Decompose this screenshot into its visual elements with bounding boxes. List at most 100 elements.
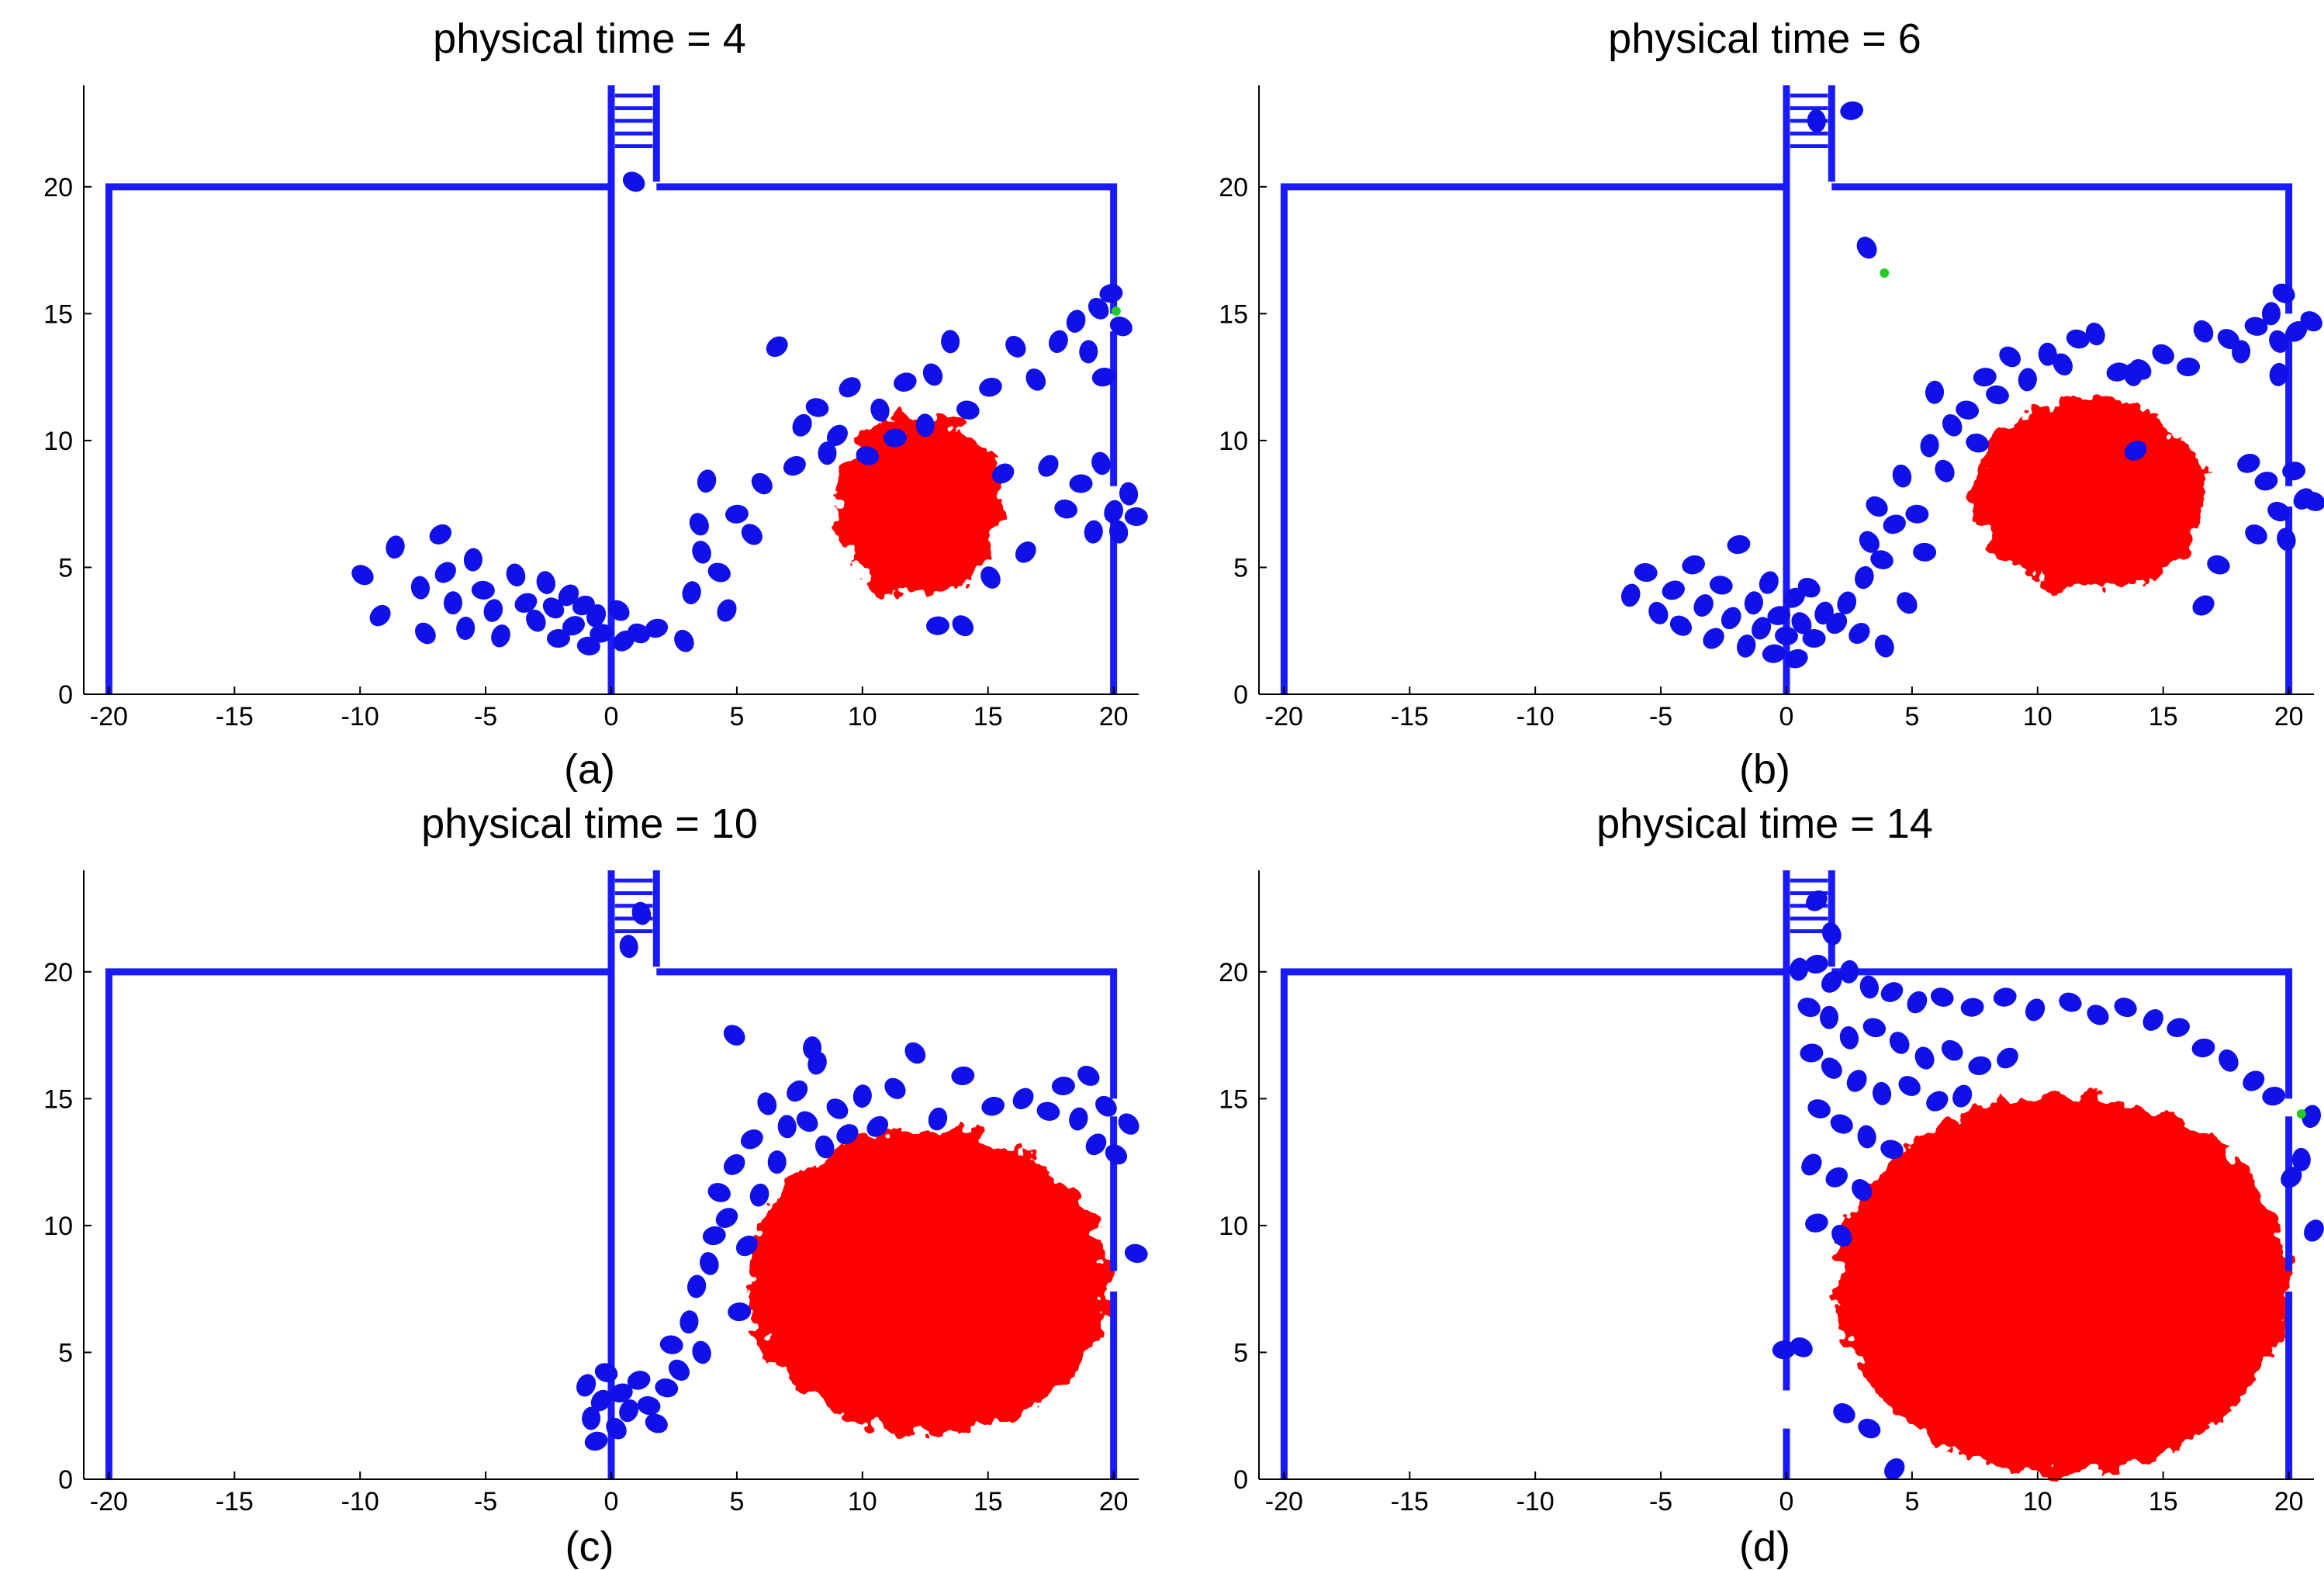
- agent-point: [836, 1124, 859, 1145]
- agent-point: [915, 413, 935, 437]
- wall-segment: [105, 968, 611, 1479]
- agent-point: [1993, 987, 2017, 1007]
- wall-segment: [1280, 968, 1786, 1479]
- agent-point: [981, 1096, 1005, 1116]
- agent-point: [692, 541, 711, 564]
- y-tick-label: 5: [1233, 553, 1248, 583]
- agent-point: [1099, 284, 1123, 303]
- agent-point: [594, 1363, 618, 1382]
- plot-area: -20 -15 -10 -5 0 5 10 15 20 0 5 10 15 20: [1219, 85, 2324, 731]
- agent-point: [1772, 1340, 1796, 1360]
- y-tick-label: 5: [58, 1338, 73, 1368]
- agent-point: [1775, 626, 1798, 645]
- agent-point: [2191, 1038, 2215, 1058]
- x-tick-label: 5: [1904, 702, 1919, 731]
- agent-point: [1105, 1144, 1128, 1165]
- agent-point: [814, 1135, 835, 1159]
- agent-point: [1662, 580, 1685, 600]
- agent-point: [1066, 310, 1086, 333]
- agent-point: [1785, 648, 1808, 669]
- agent-point: [2272, 283, 2295, 303]
- agent-point: [576, 1374, 597, 1397]
- panel-title: physical time = 4: [433, 16, 746, 62]
- agent-point: [883, 428, 907, 448]
- x-tick-label: -5: [474, 1487, 497, 1516]
- panel-c: physical time = 10 -20 -15 -10 -5 0 5 10 15 20 0 5…: [43, 801, 1148, 1570]
- agent-point: [735, 1235, 758, 1257]
- x-tick-label: 10: [2023, 702, 2053, 731]
- agent-point: [586, 604, 607, 628]
- agent-point: [2025, 998, 2046, 1022]
- plot-area: -20 -15 -10 -5 0 5 10 15 20 0 5 10 15 20: [1219, 870, 2324, 1516]
- agent-point: [692, 1340, 711, 1364]
- agent-point: [622, 171, 645, 192]
- agent-point: [717, 599, 737, 622]
- plot-area: -20 -15 -10 -5 0 5 10 15 20 0 5 10 15 20: [43, 85, 1148, 731]
- agent-point: [2053, 353, 2073, 376]
- agent-point: [2193, 320, 2214, 343]
- agent-point: [1855, 565, 1874, 590]
- agent-point: [1935, 459, 1955, 482]
- agent-point: [1926, 1091, 1949, 1112]
- agent-point: [547, 629, 570, 648]
- agent-point: [805, 398, 829, 417]
- x-tick-label: -5: [1649, 1487, 1672, 1516]
- agent-point: [1025, 368, 1046, 391]
- x-tick-label: 10: [848, 702, 877, 731]
- agent-point: [1997, 1047, 2018, 1069]
- x-tick-label: 5: [729, 1487, 744, 1516]
- agent-point: [1960, 998, 1984, 1017]
- agent-point: [723, 1025, 745, 1046]
- agent-point: [1897, 592, 1918, 614]
- smoke-region: [746, 1129, 1109, 1434]
- agent-point: [1986, 385, 2009, 405]
- x-tick-label: -15: [216, 1487, 254, 1516]
- agent-point: [1930, 987, 1954, 1007]
- x-tick-label: 20: [1099, 1487, 1129, 1516]
- agent-point: [1693, 594, 1714, 617]
- agent-point: [1634, 562, 1658, 583]
- agent-point: [369, 604, 391, 627]
- agent-point: [852, 1084, 872, 1108]
- agent-point: [2267, 501, 2291, 522]
- agent-point: [1077, 1065, 1100, 1086]
- agent-point: [766, 336, 788, 358]
- agent-point: [922, 363, 943, 386]
- agent-point: [542, 597, 565, 619]
- agent-point: [991, 463, 1015, 484]
- agent-point: [1801, 1153, 1822, 1176]
- agent-point: [2087, 1005, 2109, 1025]
- agent-point: [2281, 1167, 2302, 1188]
- agent-point: [526, 609, 546, 632]
- y-tick-label: 20: [43, 173, 73, 202]
- agent-point: [1866, 496, 1888, 517]
- agent-point: [715, 1208, 738, 1229]
- agent-point: [707, 1183, 731, 1202]
- x-tick-label: -10: [1516, 702, 1555, 731]
- y-tick-label: 20: [43, 958, 73, 987]
- agent-point: [1791, 612, 1812, 635]
- agent-point: [619, 1399, 639, 1423]
- agent-point: [980, 566, 1001, 589]
- agent-point: [2038, 342, 2057, 366]
- agent-point: [1703, 628, 1724, 649]
- agent-point: [884, 1077, 906, 1099]
- agent-point: [1920, 434, 1939, 458]
- agent-point: [2245, 524, 2267, 545]
- agent-point: [803, 1036, 822, 1060]
- agent-point: [1968, 1056, 1992, 1075]
- agent-point: [1015, 541, 1036, 563]
- agent-point: [1839, 960, 1859, 984]
- agent-point: [506, 563, 526, 587]
- agent-point: [1821, 1057, 1842, 1079]
- panel-title: physical time = 14: [1596, 801, 1933, 847]
- x-tick-label: 20: [2274, 1487, 2304, 1516]
- panel-caption: (b): [1739, 746, 1790, 793]
- agent-point: [434, 562, 456, 583]
- agent-point: [1005, 335, 1026, 358]
- agent-point: [1721, 607, 1741, 630]
- agent-point: [1736, 635, 1756, 658]
- agent-point: [1840, 101, 1864, 120]
- agent-point: [1856, 237, 1877, 259]
